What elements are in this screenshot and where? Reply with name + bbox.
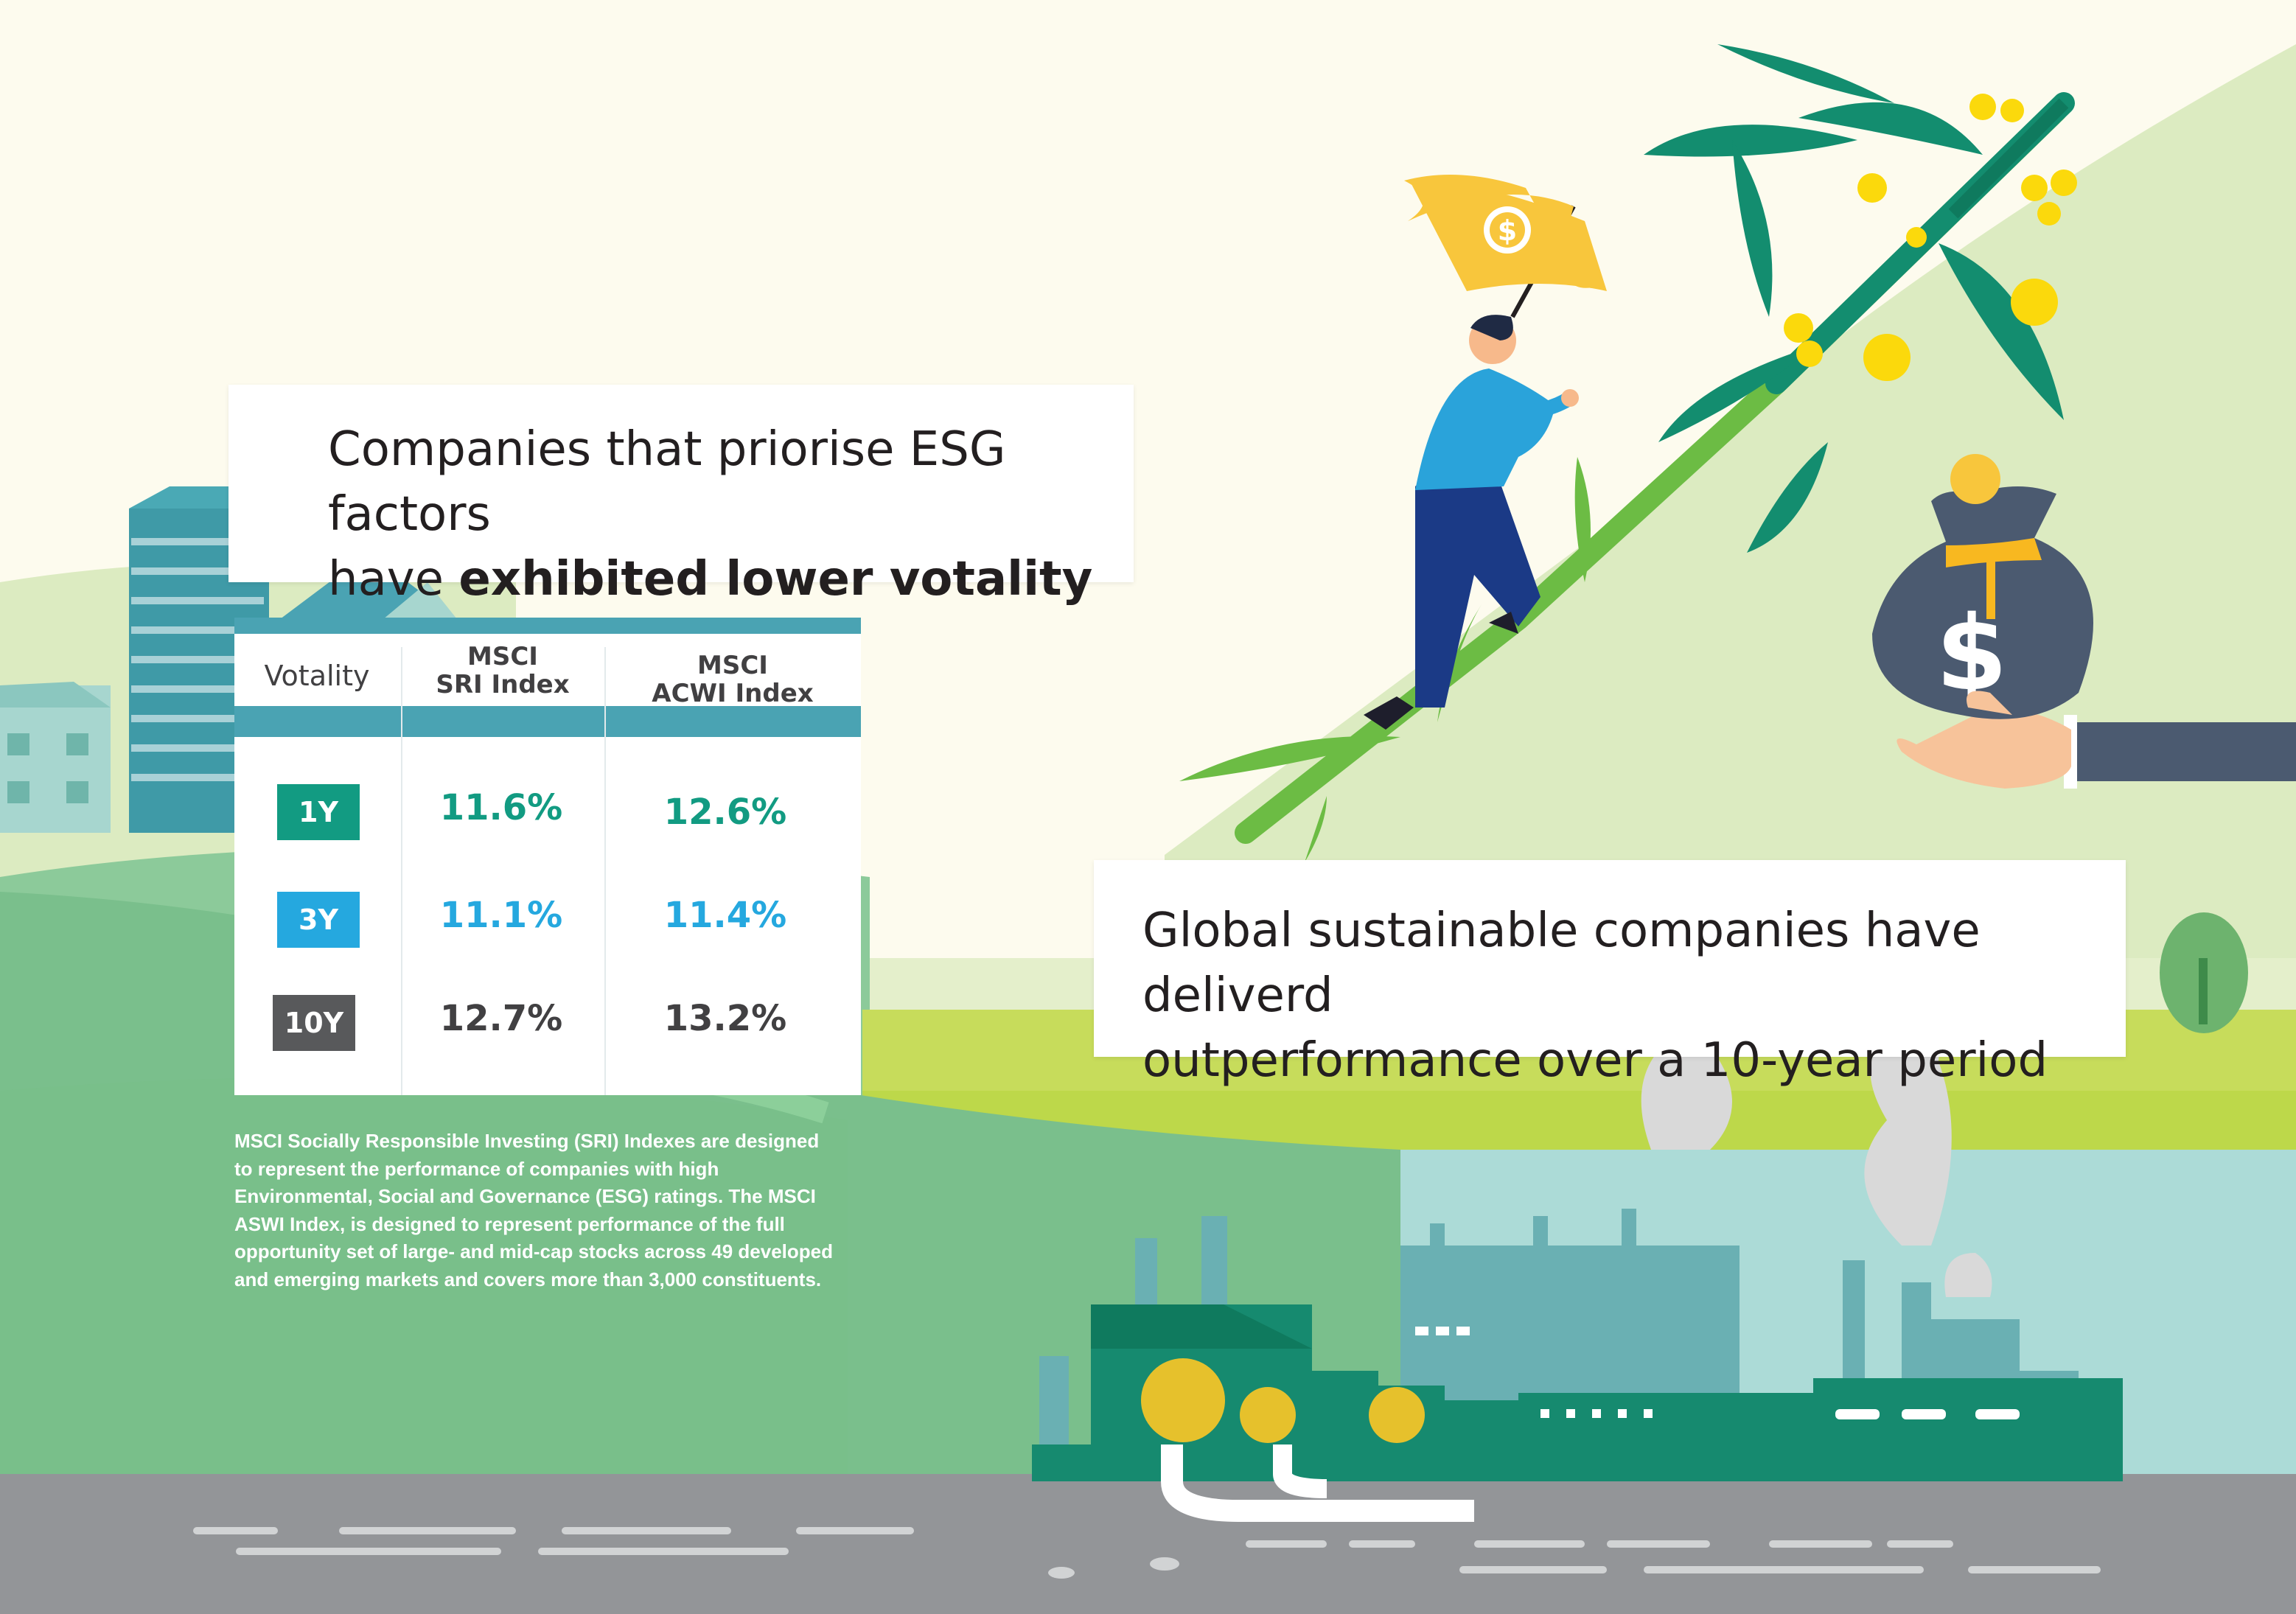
footnote-line: opportunity set of large- and mid-cap st… bbox=[234, 1240, 833, 1262]
svg-text:$: $ bbox=[1498, 214, 1517, 247]
header-acwi-line1: MSCI bbox=[697, 651, 768, 680]
esg-headline-line2-bold: exhibited lower votality bbox=[458, 552, 1093, 607]
column-divider bbox=[401, 647, 402, 1095]
header-acwi-line2: ACWI Index bbox=[652, 679, 814, 708]
esg-headline-line1: Companies that priorise ESG factors bbox=[328, 422, 1006, 542]
global-headline: Global sustainable companies have delive… bbox=[1142, 898, 2126, 1093]
footnote-line: to represent the performance of companie… bbox=[234, 1157, 719, 1180]
esg-headline-card: Companies that priorise ESG factors have… bbox=[228, 385, 1134, 607]
footnote-line: ASWI Index, is designed to represent per… bbox=[234, 1212, 785, 1235]
table-top-bar bbox=[234, 618, 861, 634]
period-badge-10y: 10Y bbox=[273, 995, 355, 1051]
sri-value-3y: 11.1% bbox=[439, 895, 563, 936]
global-headline-line2: outperformance over a 10-year period bbox=[1142, 1033, 2048, 1088]
tree-illustration bbox=[2160, 912, 2248, 1033]
period-badge-1y: 1Y bbox=[277, 784, 360, 840]
factory-illustration bbox=[1032, 1005, 2123, 1522]
acwi-value-1y: 12.6% bbox=[663, 792, 787, 833]
esg-headline: Companies that priorise ESG factors have… bbox=[328, 417, 1134, 612]
period-badge-3y: 3Y bbox=[277, 892, 360, 948]
footnote: MSCI Socially Responsible Investing (SRI… bbox=[234, 1128, 883, 1293]
global-headline-card: Global sustainable companies have delive… bbox=[1094, 860, 2126, 1088]
footnote-line: MSCI Socially Responsible Investing (SRI… bbox=[234, 1130, 820, 1152]
table-header-bar bbox=[234, 706, 861, 737]
climbing-man-illustration: $ bbox=[1364, 175, 1607, 730]
footnote-line: and emerging markets and covers more tha… bbox=[234, 1268, 822, 1290]
header-sri-line2: SRI Index bbox=[436, 670, 570, 699]
header-votality: Votality bbox=[264, 660, 370, 692]
sri-value-1y: 11.6% bbox=[439, 787, 563, 828]
esg-headline-line2-plain: have bbox=[328, 552, 459, 607]
acwi-value-10y: 13.2% bbox=[663, 998, 787, 1039]
header-acwi-index: MSCI ACWI Index bbox=[604, 651, 861, 708]
acwi-value-3y: 11.4% bbox=[663, 895, 787, 936]
column-divider bbox=[604, 647, 606, 1095]
money-bag-hand-illustration: $ bbox=[1872, 454, 2296, 789]
volatility-table: Votality MSCI SRI Index MSCI ACWI Index … bbox=[234, 618, 861, 1095]
header-sri-line1: MSCI bbox=[467, 642, 538, 671]
sri-value-10y: 12.7% bbox=[439, 998, 563, 1039]
header-sri-index: MSCI SRI Index bbox=[401, 643, 604, 699]
footnote-line: Environmental, Social and Governance (ES… bbox=[234, 1185, 816, 1207]
global-headline-line1: Global sustainable companies have delive… bbox=[1142, 904, 1981, 1023]
